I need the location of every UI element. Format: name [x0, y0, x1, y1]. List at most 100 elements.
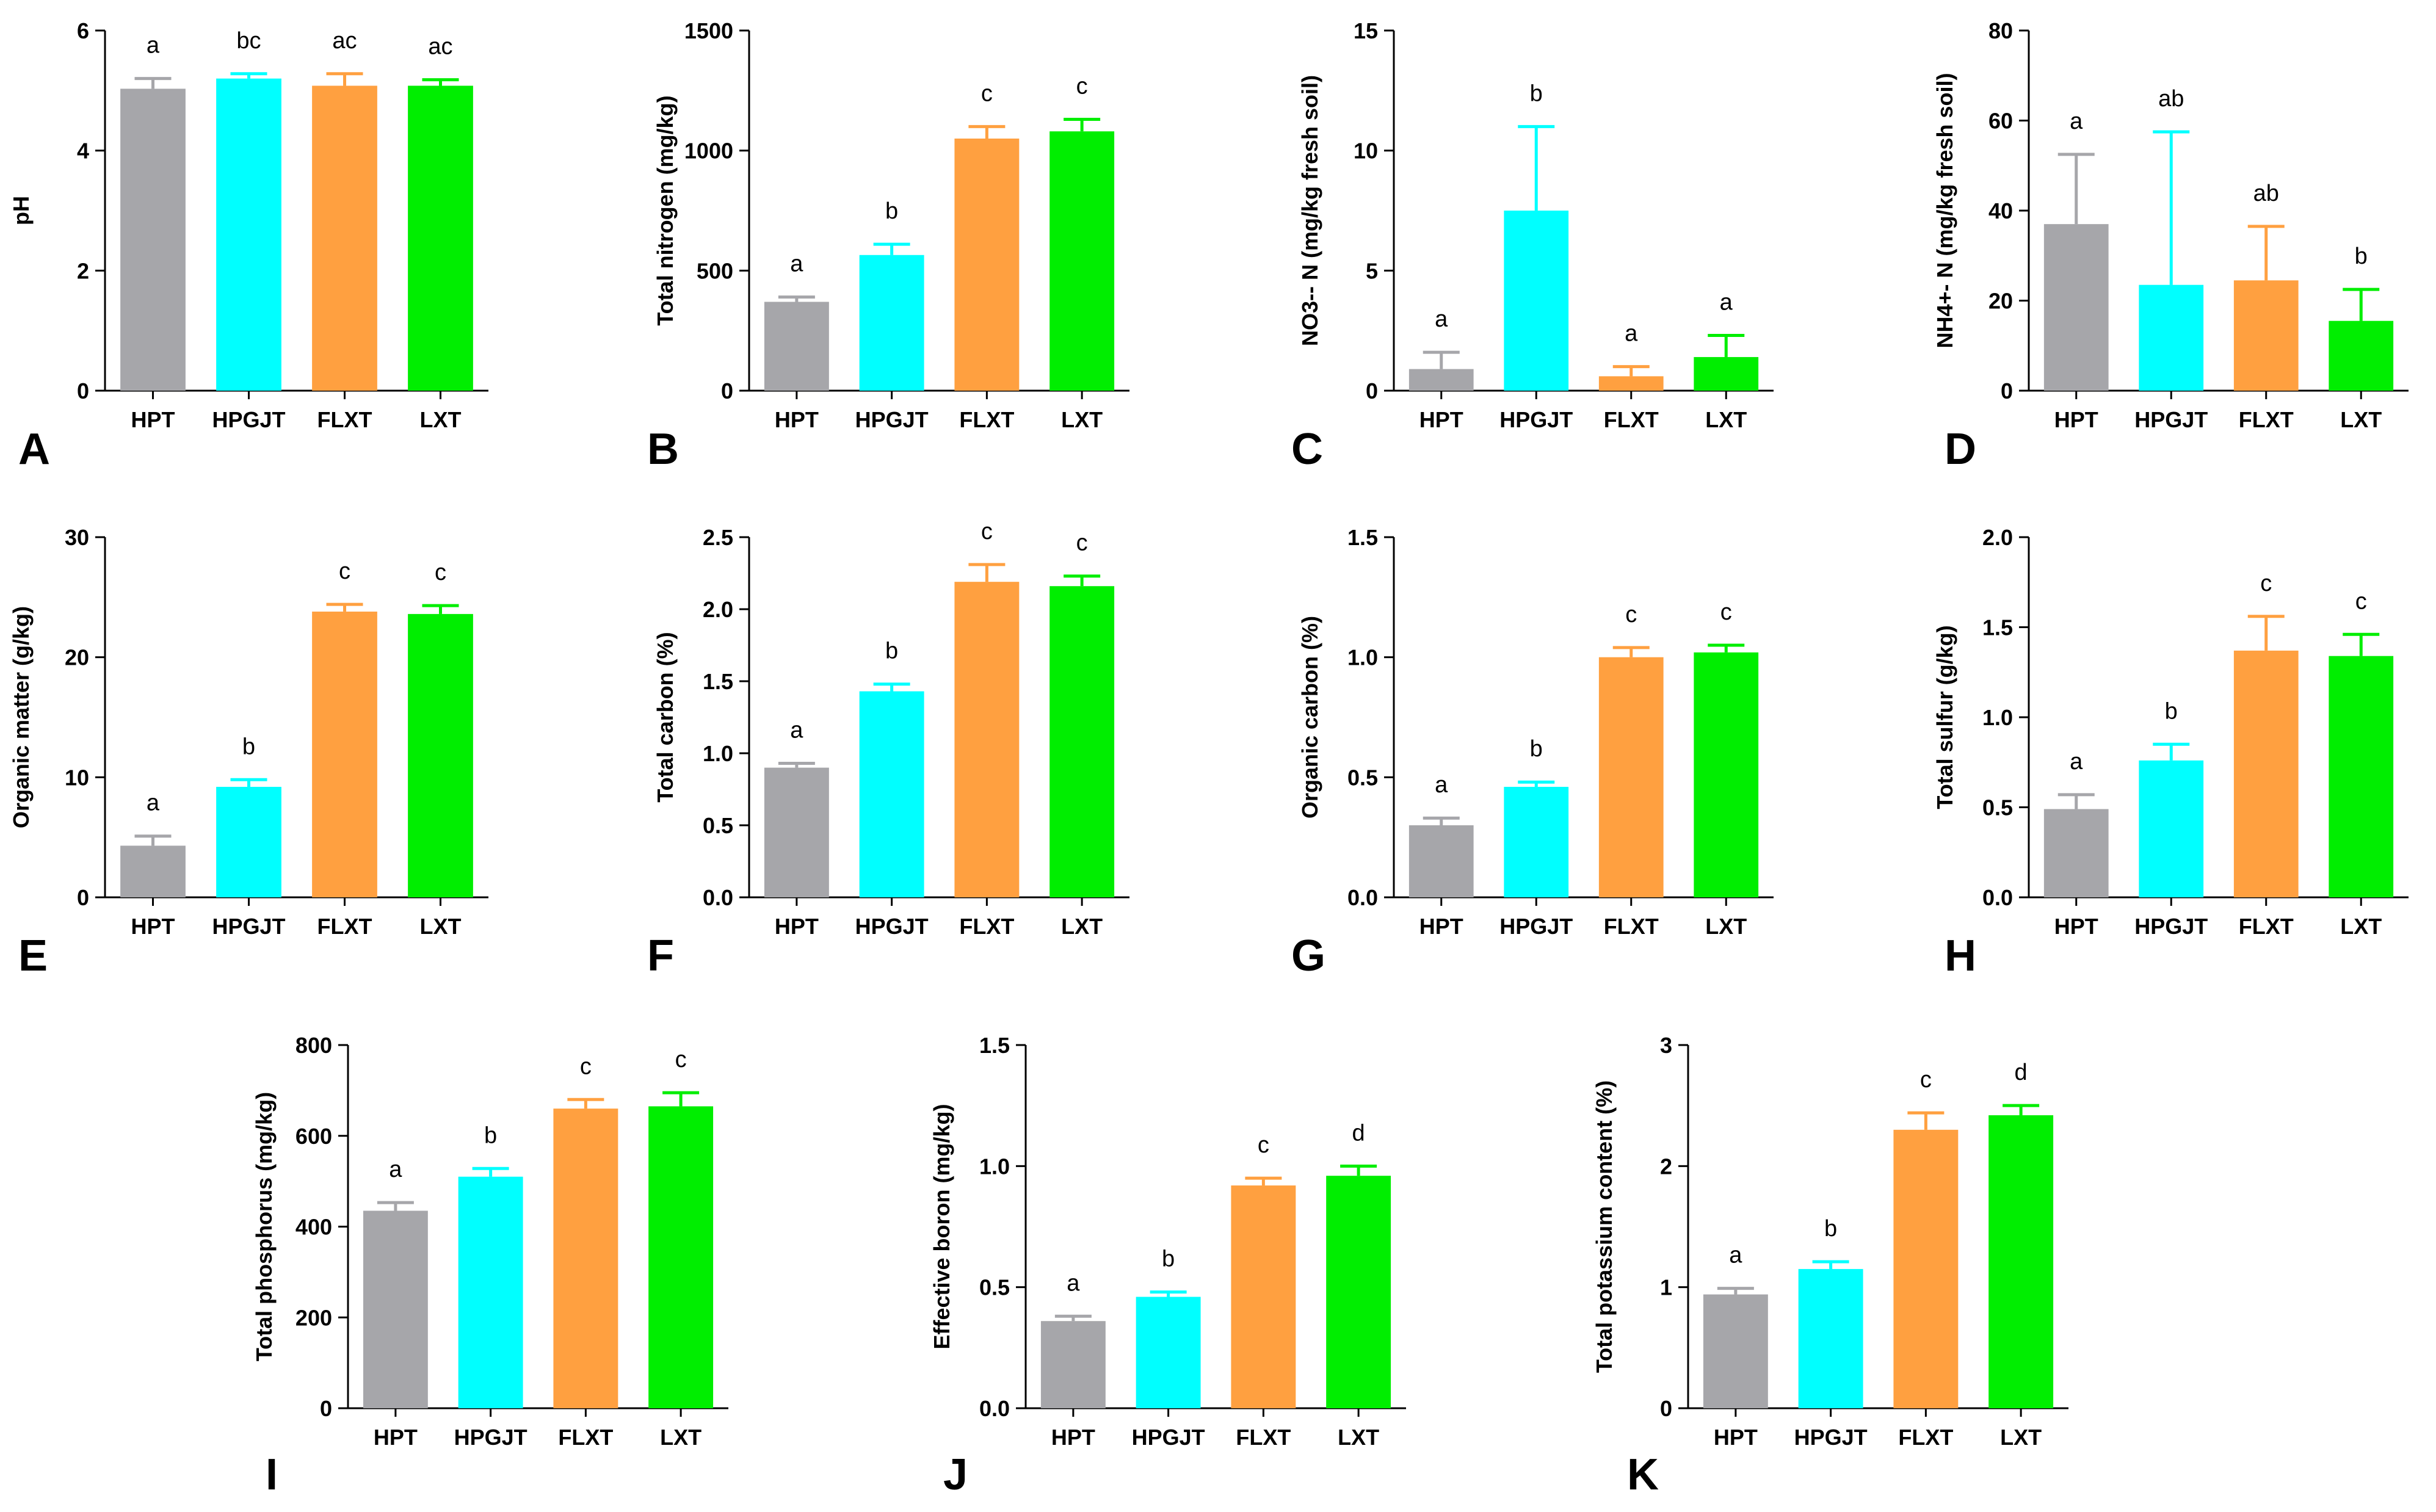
- bar-lxt: [2329, 656, 2394, 897]
- bar-hpgjt: [458, 1176, 523, 1409]
- significance-label: c: [1625, 602, 1637, 628]
- y-tick-label: 0.5: [703, 813, 733, 838]
- bar-hpgjt: [1504, 787, 1569, 897]
- significance-label: c: [435, 560, 446, 585]
- significance-label: a: [1435, 306, 1448, 332]
- y-axis-label: Total nitrogen (mg/kg): [653, 95, 678, 325]
- x-tick-label: FLXT: [1604, 914, 1659, 939]
- significance-label: c: [981, 81, 993, 106]
- y-tick-label: 0: [721, 378, 733, 403]
- y-tick-label: 400: [295, 1215, 332, 1240]
- significance-label: c: [675, 1047, 687, 1073]
- bar-lxt: [1694, 356, 1759, 391]
- bar-flxt: [1598, 657, 1664, 897]
- significance-label: b: [1162, 1246, 1175, 1272]
- bar-flxt: [2233, 280, 2299, 391]
- bar-hpt: [1408, 369, 1474, 391]
- x-tick-label: LXT: [420, 914, 462, 939]
- y-tick-label: 0.0: [1347, 885, 1378, 910]
- significance-label: d: [1352, 1120, 1365, 1146]
- y-axis-label: Organic carbon (%): [1297, 616, 1322, 819]
- y-axis-label: Total sulfur (g/kg): [1932, 625, 1957, 809]
- significance-label: b: [1824, 1216, 1837, 1242]
- panel-D: 0 20 40 60 80 NH4+- N (mg/kg fresh soil) a HPT a…: [1932, 18, 2409, 474]
- panel-G: 0.0 0.5 1.0 1.5 Organic carbon (%) a HPT b HPGJT…: [1291, 525, 1774, 980]
- x-tick-label: HPGJT: [2134, 407, 2208, 432]
- significance-label: ac: [332, 28, 357, 54]
- significance-label: bc: [236, 28, 261, 54]
- bar-flxt: [312, 85, 377, 391]
- x-tick-label: HPGJT: [855, 407, 929, 432]
- y-tick-label: 0.5: [979, 1275, 1010, 1300]
- panel-I: 0 200 400 600 800 Total phosphorus (mg/kg) a HP…: [252, 1033, 728, 1499]
- significance-label: d: [2015, 1060, 2028, 1085]
- y-tick-label: 3: [1660, 1033, 1672, 1058]
- y-tick-label: 1.5: [979, 1033, 1010, 1058]
- bar-lxt: [408, 613, 473, 897]
- y-tick-label: 0: [77, 378, 89, 403]
- y-tick-label: 0: [1660, 1396, 1672, 1421]
- y-tick-label: 10: [65, 765, 89, 790]
- y-axis-label: NO3-- N (mg/kg fresh soil): [1297, 75, 1322, 346]
- x-tick-label: FLXT: [1236, 1425, 1291, 1450]
- bar-lxt: [1988, 1115, 2054, 1408]
- y-tick-label: 1.5: [1347, 525, 1378, 550]
- significance-label: c: [1258, 1132, 1269, 1158]
- significance-label: ab: [2158, 86, 2184, 112]
- y-axis-label: pH: [9, 196, 34, 225]
- bar-flxt: [1231, 1185, 1296, 1408]
- y-tick-label: 200: [295, 1305, 332, 1330]
- significance-label: a: [147, 33, 160, 59]
- y-tick-label: 2: [77, 258, 89, 283]
- x-tick-label: LXT: [1338, 1425, 1379, 1450]
- y-tick-label: 1.0: [1982, 705, 2013, 730]
- bar-hpgjt: [859, 691, 924, 897]
- x-tick-label: FLXT: [558, 1425, 613, 1450]
- significance-label: a: [2070, 749, 2083, 775]
- panel-letter: G: [1291, 931, 1325, 980]
- significance-label: c: [2355, 588, 2367, 614]
- x-tick-label: LXT: [1705, 407, 1747, 432]
- bar-flxt: [1598, 376, 1664, 391]
- y-tick-label: 1.5: [1982, 615, 2013, 640]
- x-tick-label: HPT: [2054, 914, 2098, 939]
- bar-hpt: [2043, 224, 2109, 391]
- y-tick-label: 15: [1354, 18, 1378, 43]
- bar-hpt: [764, 302, 829, 391]
- x-tick-label: FLXT: [317, 914, 372, 939]
- significance-label: b: [484, 1123, 497, 1148]
- x-tick-label: HPT: [131, 914, 175, 939]
- x-tick-label: LXT: [1061, 914, 1103, 939]
- significance-label: a: [147, 790, 160, 816]
- x-tick-label: HPGJT: [1794, 1425, 1868, 1450]
- y-tick-label: 4: [77, 139, 89, 164]
- x-tick-label: HPGJT: [212, 407, 285, 432]
- x-tick-label: HPGJT: [2134, 914, 2208, 939]
- bar-flxt: [312, 611, 377, 897]
- panel-letter: F: [647, 931, 674, 980]
- y-tick-label: 0: [2001, 378, 2013, 403]
- significance-label: a: [1625, 321, 1638, 347]
- bar-hpgjt: [1798, 1268, 1863, 1408]
- x-tick-label: HPGJT: [212, 914, 285, 939]
- x-tick-label: FLXT: [1604, 407, 1659, 432]
- panel-letter: H: [1945, 931, 1976, 980]
- y-axis-label: NH4+- N (mg/kg fresh soil): [1932, 73, 1957, 348]
- significance-label: c: [339, 559, 350, 584]
- significance-label: c: [1076, 74, 1088, 99]
- panel-F: 0.0 0.5 1.0 1.5 2.0 2.5 Total carbon (%) a HPT b H…: [647, 519, 1129, 980]
- bar-lxt: [2329, 320, 2394, 391]
- significance-label: c: [1920, 1067, 1932, 1093]
- panel-letter: A: [18, 425, 50, 474]
- y-tick-label: 6: [77, 18, 89, 43]
- panel-letter: K: [1627, 1450, 1659, 1499]
- panel-letter: B: [647, 425, 679, 474]
- y-tick-label: 1000: [684, 139, 733, 164]
- x-tick-label: HPGJT: [454, 1425, 527, 1450]
- y-tick-label: 40: [1988, 198, 2013, 223]
- panel-J: 0.0 0.5 1.0 1.5 Effective boron (mg/kg) a HPT b…: [929, 1033, 1406, 1499]
- bar-hpgjt: [2139, 284, 2204, 391]
- x-tick-label: LXT: [420, 407, 462, 432]
- y-tick-label: 1.0: [979, 1154, 1010, 1179]
